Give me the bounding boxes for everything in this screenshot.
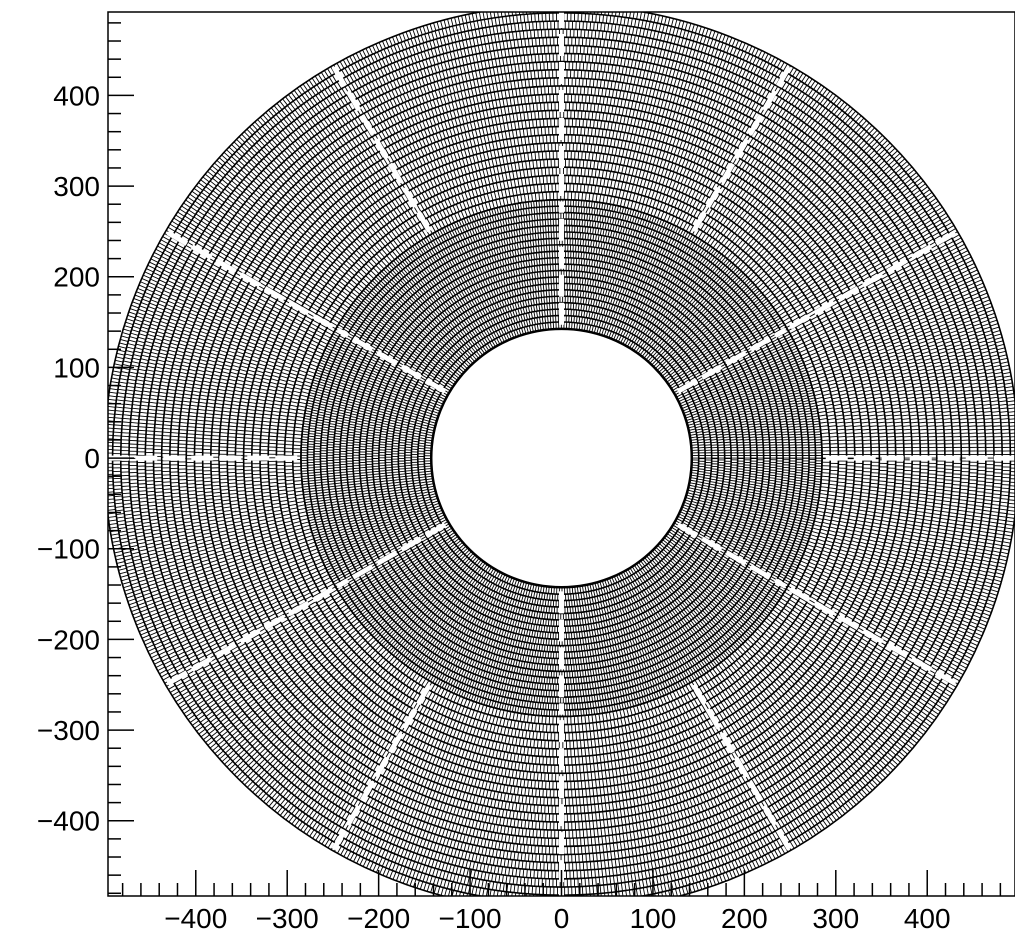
x-axis: −400 −300 −200 −100 0 100 200 300 400 [121,870,1002,934]
inner-cell-region-band-16-cells [320,218,803,698]
y-tick-label: 300 [53,171,100,202]
inner-cell-region-band-2-cells [411,309,712,608]
inner-cell-region-band-18-cells [307,206,816,711]
x-tick-label: −100 [439,903,502,934]
x-tick-label: −200 [347,903,410,934]
outer-sector-gap-1 [789,230,958,330]
outer-sector-gap-7 [165,586,334,687]
x-tick-label: 400 [904,903,951,934]
inner-cell-region-band-14-cells [333,231,790,685]
outer-sector-gap-10 [691,683,792,851]
inner-sector-gap-5 [676,522,787,589]
inner-cell-region-band-6-cells [385,283,738,633]
x-tick-label: 200 [721,903,768,934]
inner-cell-region-band-4-cells [398,296,725,620]
y-axis: −400 −300 −200 −100 0 100 200 300 400 [37,22,134,895]
inner-cell-region-band-9-cells [365,264,758,653]
inner-cell-region-band-8-cells [372,270,751,646]
y-tick-label: 0 [84,443,100,474]
x-tick-label: −300 [256,903,319,934]
inner-cell-region-band-1-cells [417,315,706,601]
outer-cell-region-band-3-cells [268,167,855,749]
y-tick-label: −400 [37,806,100,837]
inner-cell-region-band-15-cells [326,225,797,691]
inner-cell-region-band-5-cells [391,289,732,627]
y-tick-label: −100 [37,534,100,565]
outer-sector-gap-11 [789,586,958,687]
inner-hole [430,328,693,588]
y-tick-label: 100 [53,352,100,383]
x-tick-label: −400 [164,903,227,934]
inner-cell-region-band-3-cells [404,302,719,614]
outer-cell-region-band-20-cells [128,29,995,888]
outer-sector-gap-8 [331,683,432,851]
x-tick-label: 0 [554,903,570,934]
central-hole [430,328,693,588]
inner-cell-region-band-7-cells [378,276,745,640]
inner-cell-region-band-13-cells [339,238,784,678]
inner-cell-region-band-19-cells [300,199,823,717]
inner-sector-gap-3 [336,522,447,589]
inner-sector-gap-0 [676,327,787,394]
inner-cell-region-band-11-cells [352,251,771,665]
y-tick-label: 200 [53,262,100,293]
sector-gaps [108,12,1015,896]
inner-cell-region-band-0-cells [424,321,699,595]
outer-cell-region-band-10-cells [210,110,913,806]
outer-sector-gap-4 [331,65,432,233]
inner-cell-region-band-17-cells [313,212,810,704]
inner-cell-region-band-10-cells [359,257,764,659]
outer-cell-region-band-13-cells [186,85,937,831]
outer-cell-region-band-17-cells [153,53,970,863]
outer-sector-gap-5 [165,230,334,330]
inner-cell-region-band-12-cells [346,244,777,672]
inner-sector-gap-2 [336,327,447,394]
y-tick-label: −300 [37,715,100,746]
x-tick-label: 100 [630,903,677,934]
y-tick-label: −200 [37,624,100,655]
x-tick-label: 300 [812,903,859,934]
outer-sector-gap-2 [691,65,792,233]
outer-cell-region-ring-0 [300,198,823,718]
y-tick-label: 400 [53,80,100,111]
